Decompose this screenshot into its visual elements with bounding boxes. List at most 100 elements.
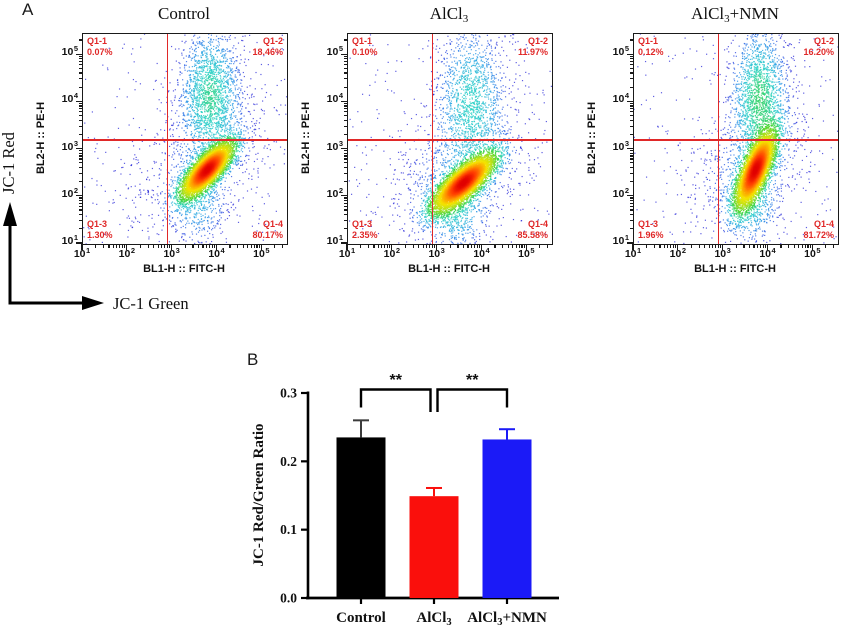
x-minor-tick bbox=[116, 244, 118, 248]
y-minor-tick bbox=[343, 172, 347, 174]
y-minor-tick bbox=[343, 158, 347, 160]
x-major-tick bbox=[677, 244, 679, 250]
y-minor-tick bbox=[78, 158, 82, 160]
x-major-tick bbox=[766, 244, 769, 250]
quadrant-percentage: 0.10% bbox=[352, 47, 378, 58]
y-minor-tick bbox=[343, 162, 347, 164]
x-tick-exponent: 4 bbox=[485, 246, 490, 255]
x-major-tick bbox=[722, 244, 724, 250]
y-minor-tick bbox=[78, 228, 82, 230]
y-tick-label: 104 bbox=[591, 91, 629, 106]
y-minor-tick bbox=[629, 58, 633, 60]
y-minor-tick bbox=[629, 172, 633, 174]
y-minor-tick bbox=[343, 155, 347, 157]
y-tick-base: 10 bbox=[326, 46, 339, 59]
bar-chart: 0.0 0.1 0.2 0.3 JC-1 Red/Green Ratio Control A… bbox=[251, 372, 559, 628]
quadrant-percentage: 11.97% bbox=[517, 47, 548, 58]
y-minor-tick bbox=[629, 55, 633, 57]
y-minor-tick bbox=[629, 155, 633, 157]
x-tick-label: 104 bbox=[462, 246, 502, 260]
y-minor-tick bbox=[78, 115, 82, 117]
y-tick-label: 105 bbox=[305, 44, 343, 59]
y-tick-label: 102 bbox=[305, 185, 343, 200]
x-minor-tick bbox=[547, 244, 549, 248]
y-tick-base: 10 bbox=[326, 235, 339, 247]
y-tick-exponent: 5 bbox=[338, 44, 343, 54]
x-minor-tick bbox=[764, 244, 767, 248]
x-tick-base: 10 bbox=[759, 248, 771, 260]
x-minor-tick bbox=[121, 244, 124, 248]
flow-scatter-canvas bbox=[83, 34, 287, 244]
flow-x-axis-label: BL1-H :: FITC-H bbox=[694, 263, 776, 275]
x-minor-tick bbox=[521, 244, 523, 248]
y-minor-tick bbox=[78, 181, 82, 183]
x-major-tick bbox=[260, 244, 262, 250]
y-minor-tick bbox=[78, 72, 82, 74]
x-tick-exponent: 4 bbox=[771, 246, 776, 255]
x-minor-tick bbox=[753, 244, 755, 248]
x-minor-tick bbox=[825, 244, 827, 248]
y-tick-base: 10 bbox=[61, 140, 74, 153]
quadrant-label-br: Q1-4 80.17% bbox=[252, 219, 283, 242]
bar-category-label: Control bbox=[336, 610, 386, 626]
jc1-green-arrowhead-icon bbox=[82, 296, 104, 310]
x-minor-tick bbox=[708, 244, 710, 248]
y-minor-tick bbox=[629, 125, 633, 127]
x-minor-tick bbox=[256, 244, 258, 248]
y-tick-label: 102 bbox=[40, 186, 78, 200]
flow-plot-title-text: AlCl bbox=[691, 4, 725, 23]
y-minor-tick bbox=[629, 150, 633, 152]
quadrant-percentage: 85.58% bbox=[517, 229, 548, 240]
x-minor-tick bbox=[208, 244, 211, 248]
gate-vertical-line bbox=[166, 34, 169, 244]
x-minor-tick bbox=[518, 244, 520, 248]
y-tick-exponent: 3 bbox=[73, 138, 78, 148]
x-minor-tick bbox=[645, 244, 648, 248]
y-major-tick bbox=[627, 147, 633, 150]
y-minor-tick bbox=[343, 78, 347, 80]
y-tick-base: 10 bbox=[612, 93, 625, 106]
x-minor-tick bbox=[139, 244, 141, 248]
x-tick-label: 105 bbox=[506, 246, 546, 260]
flow-plot-alcl3: AlCl3 BL2-H :: PE-H Q1-1 0.10% Q1-2 11.97% Q1-… bbox=[295, 0, 571, 292]
x-tick-exponent: 1 bbox=[86, 246, 91, 255]
y-major-tick bbox=[627, 195, 633, 197]
y-major-tick bbox=[76, 195, 82, 197]
x-minor-tick bbox=[756, 244, 759, 248]
y-tick-label: 105 bbox=[591, 44, 629, 58]
jc1-red-arrowhead-icon bbox=[3, 202, 17, 226]
y-minor-tick bbox=[78, 86, 82, 88]
x-minor-tick bbox=[147, 244, 149, 248]
x-tick-label: 104 bbox=[748, 246, 788, 260]
x-minor-tick bbox=[157, 244, 159, 248]
x-tick-base: 10 bbox=[383, 248, 396, 260]
y-minor-tick bbox=[78, 155, 82, 157]
y-major-tick bbox=[341, 242, 347, 244]
y-tick-base: 10 bbox=[326, 140, 339, 153]
x-minor-tick bbox=[762, 244, 764, 248]
y-tick-exponent: 4 bbox=[73, 91, 78, 101]
flow-plot-alcl3-nmn: AlCl3+NMN BL2-H :: PE-H Q1-1 0.12% Q1-2 16.20… bbox=[581, 0, 850, 292]
x-minor-tick bbox=[102, 244, 104, 248]
bar-category-label: AlCl3 bbox=[416, 610, 451, 628]
y-major-tick bbox=[76, 53, 82, 55]
y-tick-label: 101 bbox=[591, 233, 629, 247]
bar-category-label: AlCl3+NMN bbox=[467, 610, 547, 628]
y-tick-label: 102 bbox=[591, 186, 629, 200]
x-minor-tick bbox=[192, 244, 194, 248]
bar-category-text: AlCl bbox=[467, 610, 497, 626]
quadrant-percentage: 1.30% bbox=[87, 229, 113, 240]
y-tick-exponent: 2 bbox=[338, 185, 343, 195]
quadrant-label-tr: Q1-2 16.20% bbox=[803, 36, 834, 59]
y-major-tick bbox=[76, 100, 82, 103]
y-minor-tick bbox=[343, 72, 347, 74]
x-major-tick bbox=[436, 244, 438, 250]
x-minor-tick bbox=[381, 244, 383, 248]
y-minor-tick bbox=[629, 108, 633, 110]
y-tick-exponent: 4 bbox=[624, 91, 629, 101]
x-minor-tick bbox=[258, 244, 260, 248]
flow-plot-area: Q1-1 0.10% Q1-2 11.97% Q1-3 2.35% Q1-4 85.58% bbox=[347, 33, 553, 245]
bar-y-tick-label: 0.1 bbox=[280, 522, 297, 537]
quadrant-name: Q1-3 bbox=[352, 218, 373, 229]
y-minor-tick bbox=[78, 205, 82, 207]
